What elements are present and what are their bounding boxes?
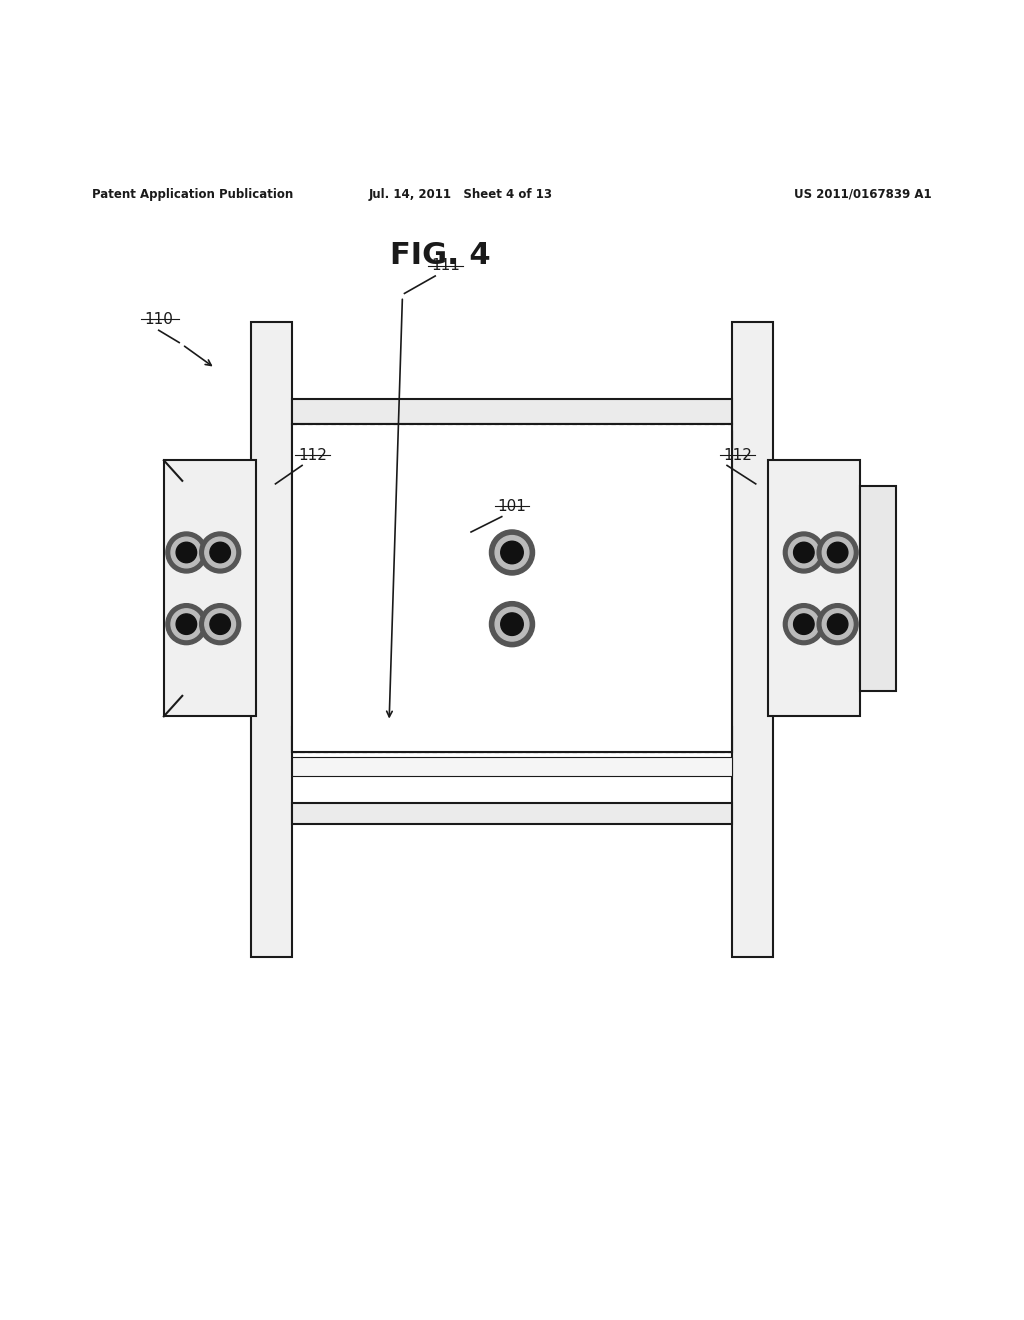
Text: 111: 111: [431, 259, 460, 273]
Circle shape: [210, 614, 230, 635]
Bar: [292, 429, 732, 447]
Circle shape: [176, 614, 197, 635]
Bar: [292, 425, 732, 752]
Circle shape: [205, 609, 236, 639]
Circle shape: [817, 603, 858, 644]
Circle shape: [783, 532, 824, 573]
Circle shape: [503, 544, 521, 561]
Circle shape: [176, 543, 197, 562]
Circle shape: [827, 614, 848, 635]
Circle shape: [166, 603, 207, 644]
Text: 110: 110: [144, 312, 173, 326]
Circle shape: [489, 602, 535, 647]
Circle shape: [205, 537, 236, 568]
Bar: [251, 322, 292, 957]
Circle shape: [212, 544, 228, 561]
Circle shape: [178, 544, 195, 561]
Text: 112: 112: [298, 447, 327, 463]
Circle shape: [171, 537, 202, 568]
Circle shape: [827, 543, 848, 562]
Circle shape: [166, 532, 207, 573]
Bar: [164, 461, 256, 717]
Bar: [292, 399, 732, 425]
Circle shape: [829, 616, 846, 632]
Text: Patent Application Publication: Patent Application Publication: [92, 187, 294, 201]
Bar: [732, 322, 773, 957]
Text: FIG. 4: FIG. 4: [390, 242, 490, 271]
Circle shape: [822, 609, 853, 639]
Circle shape: [822, 537, 853, 568]
Bar: [292, 726, 732, 752]
Circle shape: [829, 544, 846, 561]
Text: 112: 112: [723, 447, 752, 463]
Circle shape: [796, 616, 812, 632]
Circle shape: [788, 609, 819, 639]
Text: Jul. 14, 2011   Sheet 4 of 13: Jul. 14, 2011 Sheet 4 of 13: [369, 187, 553, 201]
Circle shape: [788, 537, 819, 568]
Circle shape: [496, 536, 528, 569]
Circle shape: [817, 532, 858, 573]
Circle shape: [794, 543, 814, 562]
Circle shape: [501, 541, 523, 564]
Circle shape: [200, 532, 241, 573]
Bar: [292, 804, 732, 824]
Circle shape: [171, 609, 202, 639]
Circle shape: [783, 603, 824, 644]
Bar: [768, 461, 860, 717]
Circle shape: [796, 544, 812, 561]
Bar: [860, 486, 896, 690]
Circle shape: [496, 607, 528, 642]
Circle shape: [178, 616, 195, 632]
Circle shape: [212, 616, 228, 632]
Text: 101: 101: [498, 499, 526, 513]
Circle shape: [503, 615, 521, 634]
Text: US 2011/0167839 A1: US 2011/0167839 A1: [795, 187, 932, 201]
Circle shape: [794, 614, 814, 635]
Circle shape: [200, 603, 241, 644]
Circle shape: [501, 612, 523, 635]
Circle shape: [210, 543, 230, 562]
Circle shape: [489, 529, 535, 576]
Bar: [292, 758, 732, 776]
